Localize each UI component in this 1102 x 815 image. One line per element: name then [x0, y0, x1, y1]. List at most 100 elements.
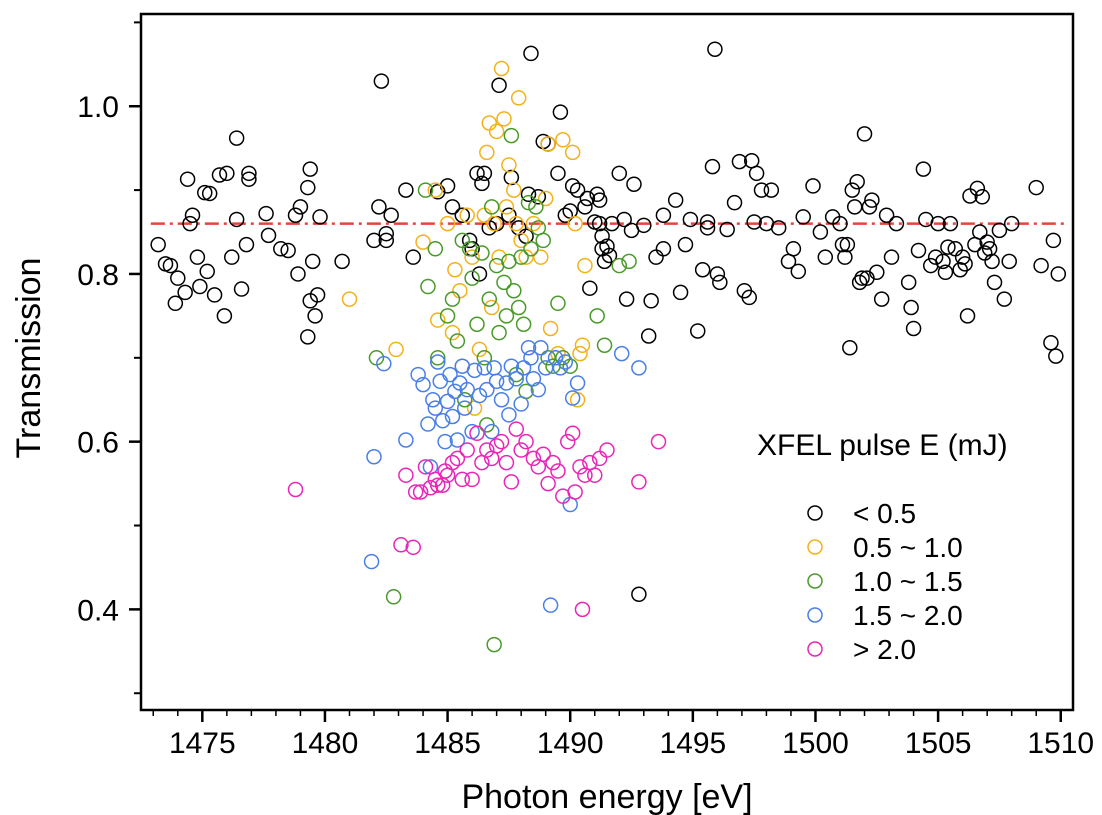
data-point	[915, 161, 932, 177]
legend-title: XFEL pulse E (mJ)	[757, 429, 1008, 462]
data-point	[648, 249, 664, 265]
data-point	[555, 132, 571, 148]
data-point	[954, 249, 971, 265]
data-point	[427, 182, 444, 198]
data-point	[405, 249, 421, 265]
data-point	[560, 433, 576, 450]
data-point	[518, 433, 534, 450]
data-point	[476, 207, 493, 224]
data-point	[312, 209, 328, 225]
data-point	[508, 421, 525, 437]
data-point	[201, 185, 218, 202]
data-point	[434, 412, 451, 429]
data-point	[228, 211, 245, 228]
data-point	[567, 215, 583, 232]
legend-marker	[807, 607, 823, 623]
data-point	[569, 182, 586, 198]
data-point	[636, 217, 652, 234]
data-point	[689, 323, 706, 339]
data-point	[469, 425, 485, 442]
data-point	[542, 597, 559, 613]
data-point	[170, 270, 186, 286]
data-point	[378, 225, 395, 242]
series-3	[368, 127, 637, 653]
data-point	[655, 241, 672, 257]
data-point	[935, 253, 951, 270]
data-point	[626, 176, 642, 192]
data-point	[869, 264, 885, 281]
data-point	[952, 262, 968, 278]
data-point	[611, 165, 628, 182]
data-point	[905, 320, 922, 337]
y-axis-label: Transmission	[10, 258, 48, 459]
data-point	[425, 391, 441, 408]
data-point	[1045, 232, 1062, 249]
data-point	[466, 362, 483, 379]
data-point	[491, 77, 507, 94]
data-point	[483, 199, 500, 215]
data-point	[712, 274, 728, 291]
data-point	[415, 376, 431, 393]
data-point	[520, 186, 537, 203]
data-point	[241, 171, 257, 187]
data-point	[427, 400, 444, 416]
data-point	[506, 182, 522, 198]
data-point	[498, 454, 515, 471]
data-point	[415, 234, 431, 250]
data-point	[471, 341, 488, 358]
data-point	[503, 127, 520, 144]
data-point	[672, 284, 689, 301]
legend-label: 1.0 ~ 1.5	[853, 566, 963, 597]
data-point	[398, 467, 414, 483]
data-point	[525, 450, 542, 467]
data-point	[770, 220, 787, 236]
data-point	[523, 241, 539, 257]
series-5	[287, 421, 667, 618]
data-point	[366, 449, 382, 465]
data-point	[883, 249, 900, 265]
data-point	[621, 253, 637, 270]
data-point	[564, 144, 581, 161]
data-point	[731, 153, 748, 170]
x-tick-label: 1495	[659, 727, 726, 760]
data-point	[496, 274, 512, 291]
data-point	[572, 345, 588, 362]
data-point	[481, 291, 498, 307]
y-tick-label: 0.8	[77, 259, 119, 292]
data-point	[420, 416, 436, 432]
data-point	[591, 192, 608, 208]
data-point	[837, 249, 853, 265]
data-point	[197, 184, 213, 201]
data-point	[844, 182, 861, 198]
data-point	[199, 263, 215, 280]
data-point	[557, 354, 574, 370]
data-point	[631, 586, 647, 603]
data-point	[179, 171, 196, 187]
data-point	[545, 454, 561, 471]
data-point	[763, 182, 780, 198]
data-point	[444, 291, 461, 307]
data-point	[479, 144, 495, 161]
data-point	[417, 459, 434, 475]
data-point	[447, 383, 463, 400]
data-point	[474, 245, 490, 261]
data-point	[726, 194, 743, 211]
data-point	[439, 393, 456, 410]
data-point	[491, 324, 507, 341]
data-point	[150, 236, 166, 253]
data-point	[506, 282, 522, 299]
data-point	[533, 339, 549, 356]
data-point	[405, 539, 421, 556]
data-point	[456, 400, 473, 416]
data-point	[972, 224, 988, 240]
data-point	[459, 381, 475, 398]
legend-label: 0.5 ~ 1.0	[853, 532, 963, 563]
data-point	[496, 111, 512, 127]
data-point	[304, 253, 321, 270]
data-point	[903, 299, 919, 316]
data-point	[834, 236, 851, 253]
data-point	[854, 270, 870, 286]
data-point	[238, 236, 255, 253]
data-point	[562, 358, 578, 374]
data-point	[940, 239, 956, 255]
